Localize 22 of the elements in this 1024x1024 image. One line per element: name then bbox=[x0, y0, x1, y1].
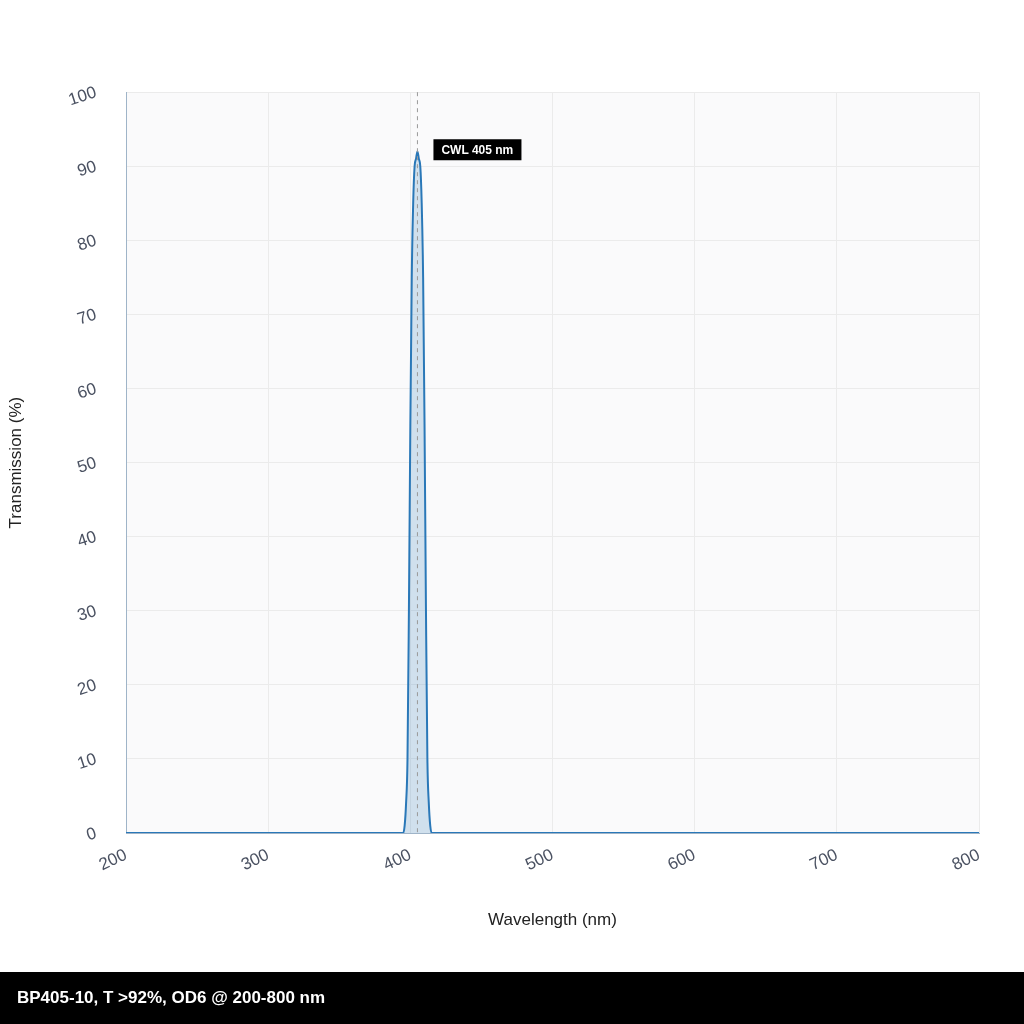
y-tick-label: 80 bbox=[74, 230, 99, 255]
x-tick-label: 200 bbox=[95, 844, 130, 875]
y-tick-label: 90 bbox=[74, 156, 99, 181]
footer-bar: BP405-10, T >92%, OD6 @ 200-800 nm bbox=[0, 972, 1024, 1024]
y-tick-label: 0 bbox=[83, 823, 99, 845]
y-axis-title: Transmission (%) bbox=[5, 396, 25, 529]
x-tick-label: 400 bbox=[380, 844, 414, 875]
y-tick-label: 40 bbox=[74, 526, 99, 551]
y-tick-label: 50 bbox=[74, 452, 99, 477]
y-tick-label: 60 bbox=[74, 378, 99, 403]
ref-line-label: CWL 405 nm bbox=[441, 142, 514, 157]
x-tick-label: 700 bbox=[806, 844, 841, 875]
x-axis-title: Wavelength (nm) bbox=[488, 910, 617, 930]
x-tick-label: 500 bbox=[522, 844, 557, 875]
y-tick-label: 20 bbox=[74, 675, 99, 699]
y-tick-label: 70 bbox=[74, 304, 99, 329]
y-tick-label: 30 bbox=[74, 600, 99, 625]
x-tick-label: 300 bbox=[238, 844, 272, 875]
y-tick-label: 100 bbox=[65, 82, 99, 110]
x-tick-label: 800 bbox=[948, 844, 983, 875]
y-tick-label: 10 bbox=[74, 749, 99, 774]
x-tick-label: 600 bbox=[664, 844, 699, 875]
